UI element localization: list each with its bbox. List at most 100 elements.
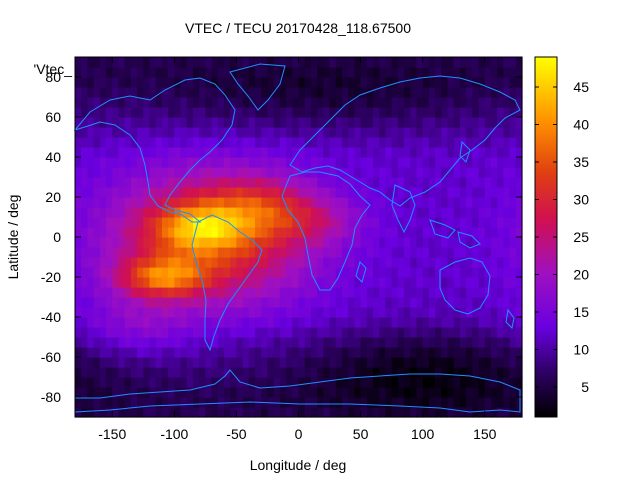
heatmap-cell: [230, 177, 238, 188]
heatmap-cell: [515, 77, 523, 88]
heatmap-cell: [391, 397, 399, 408]
heatmap-cell: [106, 337, 113, 348]
heatmap-cell: [410, 177, 418, 188]
heatmap-cell: [168, 137, 175, 148]
heatmap-cell: [192, 357, 200, 368]
heatmap-cell: [137, 297, 144, 308]
heatmap-cell: [484, 77, 492, 88]
heatmap-cell: [441, 67, 449, 78]
heatmap-cell: [230, 187, 238, 198]
heatmap-cell: [273, 387, 281, 398]
heatmap-cell: [385, 227, 393, 238]
heatmap-cell: [459, 227, 467, 238]
heatmap-cell: [112, 77, 120, 88]
heatmap-cell: [124, 97, 132, 108]
heatmap-cell: [379, 347, 387, 358]
heatmap-cell: [341, 317, 349, 328]
heatmap-cell: [379, 357, 387, 368]
heatmap-cell: [267, 147, 275, 158]
heatmap-cell: [484, 197, 492, 208]
heatmap-cell: [360, 77, 368, 88]
heatmap-cell: [503, 357, 511, 368]
heatmap-cell: [180, 327, 188, 338]
heatmap-cell: [118, 57, 126, 68]
heatmap-cell: [180, 107, 188, 118]
heatmap-cell: [112, 257, 120, 268]
heatmap-cell: [447, 247, 455, 258]
heatmap-cell: [279, 127, 287, 138]
heatmap-cell: [472, 377, 480, 388]
heatmap-cell: [385, 217, 393, 228]
heatmap-cell: [180, 167, 188, 178]
heatmap-cell: [143, 267, 151, 278]
heatmap-cell: [459, 277, 467, 288]
heatmap-cell: [391, 107, 399, 118]
heatmap-cell: [106, 217, 113, 228]
heatmap-cell: [81, 117, 89, 128]
heatmap-cell: [130, 247, 138, 258]
heatmap-cell: [466, 177, 473, 188]
heatmap-cell: [447, 157, 455, 168]
heatmap-cell: [292, 287, 300, 298]
heatmap-cell: [453, 407, 461, 418]
heatmap-cell: [137, 107, 144, 118]
heatmap-cell: [143, 317, 151, 328]
heatmap-cell: [298, 177, 306, 188]
heatmap-cell: [410, 327, 418, 338]
heatmap-cell: [224, 317, 231, 328]
heatmap-cell: [323, 397, 331, 408]
heatmap-cell: [279, 137, 287, 148]
heatmap-cell: [81, 217, 89, 228]
heatmap-cell: [453, 237, 461, 248]
heatmap-cell: [329, 197, 337, 208]
heatmap-cell: [81, 107, 89, 118]
heatmap-cell: [410, 387, 418, 398]
heatmap-cell: [75, 197, 82, 208]
heatmap-cell: [292, 247, 300, 258]
heatmap-cell: [224, 397, 231, 408]
heatmap-cell: [304, 397, 312, 408]
heatmap-cell: [106, 267, 113, 278]
heatmap-cell: [484, 307, 492, 318]
heatmap-cell: [242, 327, 250, 338]
heatmap-cell: [93, 257, 101, 268]
heatmap-cell: [248, 387, 256, 398]
heatmap-cell: [137, 367, 144, 378]
heatmap-cell: [459, 67, 467, 78]
heatmap-cell: [242, 97, 250, 108]
heatmap-cell: [391, 237, 399, 248]
heatmap-cell: [224, 407, 231, 418]
heatmap-cell: [354, 317, 362, 328]
heatmap-cell: [317, 287, 324, 298]
heatmap-cell: [236, 367, 244, 378]
heatmap-cell: [118, 407, 126, 418]
heatmap-cell: [273, 297, 281, 308]
heatmap-cell: [459, 297, 467, 308]
heatmap-cell: [137, 187, 144, 198]
heatmap-cell: [168, 377, 175, 388]
heatmap-cell: [304, 407, 312, 418]
heatmap-cell: [118, 197, 126, 208]
heatmap-cell: [261, 117, 269, 128]
heatmap-cell: [497, 297, 504, 308]
heatmap-cell: [472, 227, 480, 238]
heatmap-cell: [509, 107, 517, 118]
heatmap-cell: [441, 287, 449, 298]
heatmap-cell: [391, 277, 399, 288]
heatmap-cell: [428, 327, 436, 338]
heatmap-cell: [515, 127, 523, 138]
heatmap-cell: [397, 107, 405, 118]
heatmap-cell: [130, 337, 138, 348]
heatmap-cell: [503, 287, 511, 298]
heatmap-cell: [472, 247, 480, 258]
heatmap-cell: [379, 387, 387, 398]
heatmap-cell: [248, 267, 256, 278]
heatmap-cell: [224, 297, 231, 308]
heatmap-cell: [360, 367, 368, 378]
heatmap-cell: [242, 247, 250, 258]
heatmap-cell: [137, 67, 144, 78]
heatmap-cell: [279, 167, 287, 178]
heatmap-cell: [397, 217, 405, 228]
heatmap-cell: [416, 157, 424, 168]
